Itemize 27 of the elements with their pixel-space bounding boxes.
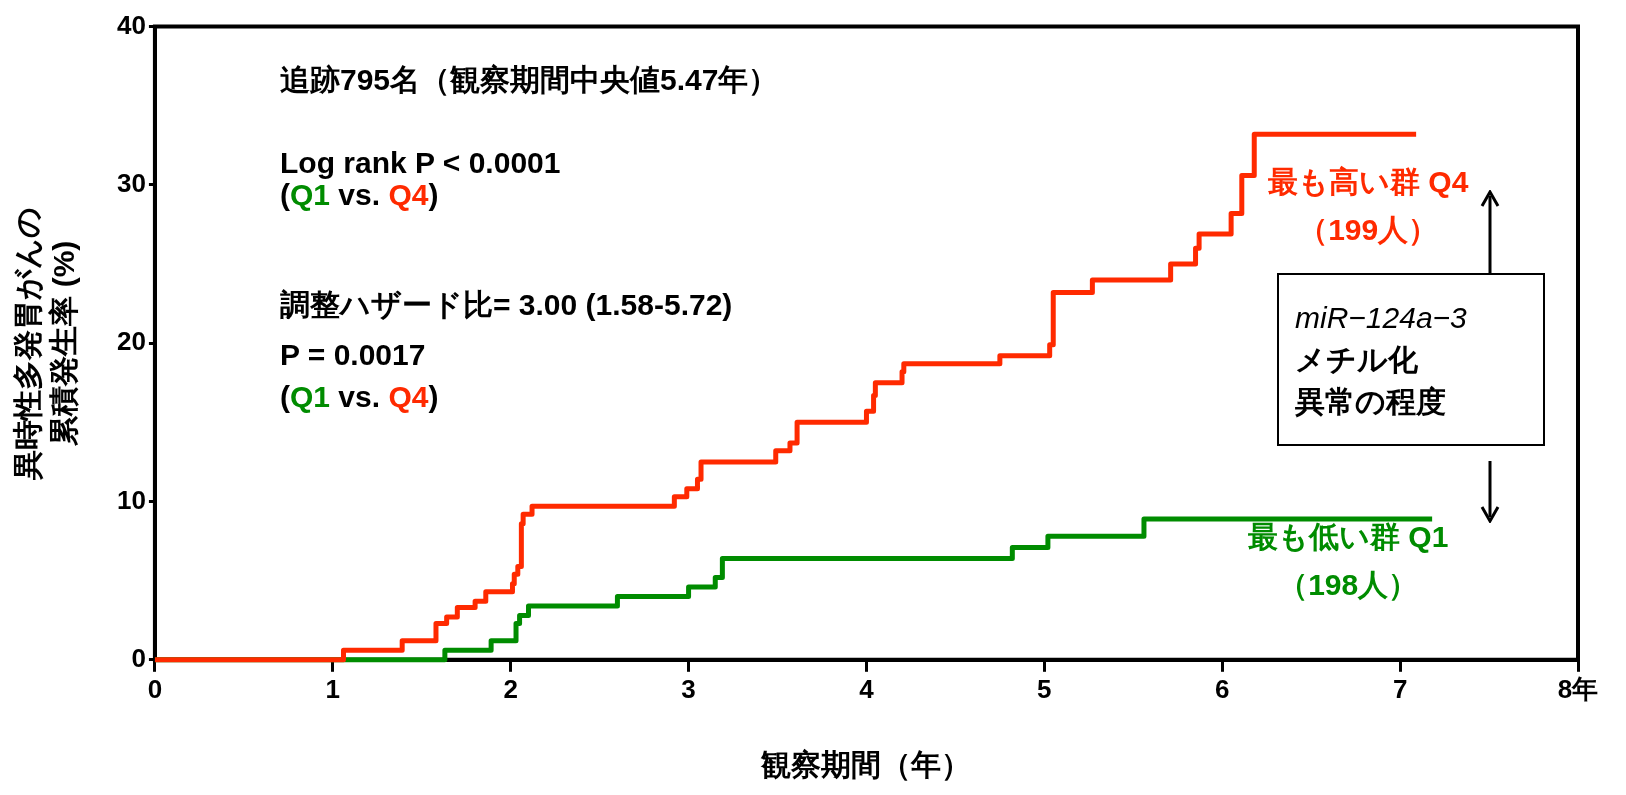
- annotation: 異常の程度: [1295, 383, 1447, 420]
- y-tick-label: 30: [117, 168, 146, 199]
- y-axis-title: 異時性多発胃がんの累積発生率 (%): [11, 206, 81, 480]
- annotation: P = 0.0017: [280, 338, 426, 371]
- y-tick-label: 40: [117, 9, 146, 40]
- y-tick-label: 20: [117, 326, 146, 357]
- x-tick-label: 2: [503, 673, 518, 704]
- annotation: メチル化: [1295, 341, 1419, 378]
- annotation: 追跡795名（観察期間中央値5.47年）: [280, 63, 779, 96]
- x-tick-label: 8年: [1557, 673, 1599, 704]
- y-tick-label: 10: [117, 484, 146, 515]
- x-axis-title: 観察期間（年）: [760, 748, 972, 782]
- x-tick-label: 3: [681, 673, 696, 704]
- annotation: (Q1 vs. Q4): [280, 380, 439, 413]
- annotation: Log rank P < 0.0001: [280, 146, 561, 179]
- annotation: (Q1 vs. Q4): [280, 178, 439, 211]
- x-tick-label: 7: [1392, 673, 1408, 704]
- x-tick-label: 1: [325, 673, 341, 704]
- x-tick-label: 5: [1037, 673, 1052, 704]
- x-tick-label: 6: [1215, 673, 1230, 704]
- series-label: 最も低い群 Q1 （198人）: [1248, 519, 1449, 603]
- text-box: miR−124a−3 メチル化 異常の程度: [1277, 273, 1545, 446]
- series-label: 最も高い群 Q4 （199人）: [1268, 164, 1469, 248]
- x-tick-label: 4: [859, 673, 875, 704]
- annotation: 調整ハザード比= 3.00 (1.58-5.72): [280, 288, 733, 321]
- y-tick-label: 0: [131, 642, 146, 673]
- annotation: miR−124a−3: [1295, 299, 1468, 336]
